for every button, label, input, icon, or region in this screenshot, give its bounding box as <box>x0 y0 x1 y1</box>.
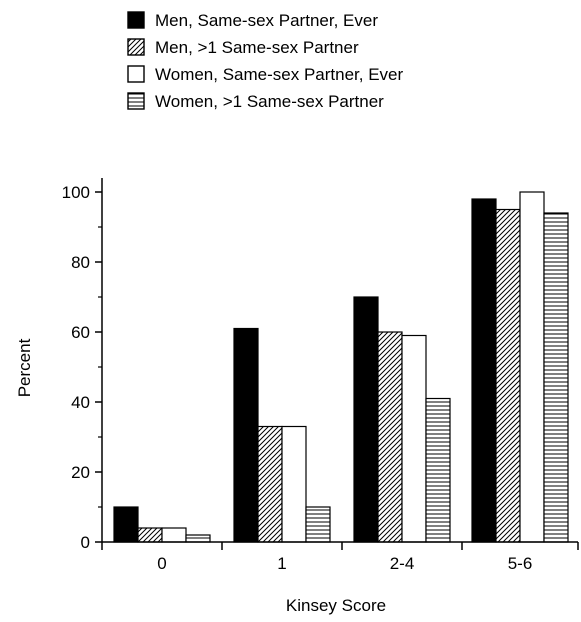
bar <box>281 425 307 543</box>
x-tick-label: 1 <box>277 554 286 573</box>
bar <box>305 506 331 543</box>
bar <box>113 506 139 543</box>
bar <box>257 425 283 543</box>
legend-label: Women, >1 Same-sex Partner <box>155 92 384 111</box>
legend: Men, Same-sex Partner, Ever Men, >1 Same-… <box>127 11 404 111</box>
x-tick-label: 2-4 <box>390 554 415 573</box>
bar <box>543 212 569 543</box>
bar <box>137 527 163 543</box>
y-tick-label: 20 <box>71 463 90 482</box>
bar <box>401 334 427 543</box>
y-tick-label: 60 <box>71 323 90 342</box>
legend-label: Men, >1 Same-sex Partner <box>155 38 359 57</box>
bar <box>519 191 545 543</box>
bar <box>185 534 211 543</box>
x-tick-label: 0 <box>157 554 166 573</box>
legend-swatch <box>127 65 145 83</box>
y-axis-label: Percent <box>15 338 34 397</box>
y-tick-label: 100 <box>62 183 90 202</box>
y-tick-label: 80 <box>71 253 90 272</box>
legend-label: Men, Same-sex Partner, Ever <box>155 11 378 30</box>
legend-label: Women, Same-sex Partner, Ever <box>155 65 404 84</box>
y-tick-label: 40 <box>71 393 90 412</box>
x-tick-label: 5-6 <box>508 554 533 573</box>
bar <box>161 527 187 543</box>
legend-swatch <box>127 92 145 110</box>
bar <box>353 296 379 543</box>
bars <box>113 191 569 543</box>
bar <box>495 208 521 543</box>
y-tick-label: 0 <box>81 533 90 552</box>
bar <box>233 327 259 543</box>
bar <box>471 198 497 543</box>
bar <box>425 397 451 543</box>
x-axis-label: Kinsey Score <box>286 596 386 615</box>
legend-swatch <box>127 11 145 29</box>
axes: 0 20 40 60 80 100 0 1 2-4 5-6 <box>62 178 579 573</box>
legend-swatch <box>127 38 145 56</box>
bar <box>377 331 403 543</box>
plot-area: 0 20 40 60 80 100 0 1 2-4 5-6 <box>62 178 579 573</box>
